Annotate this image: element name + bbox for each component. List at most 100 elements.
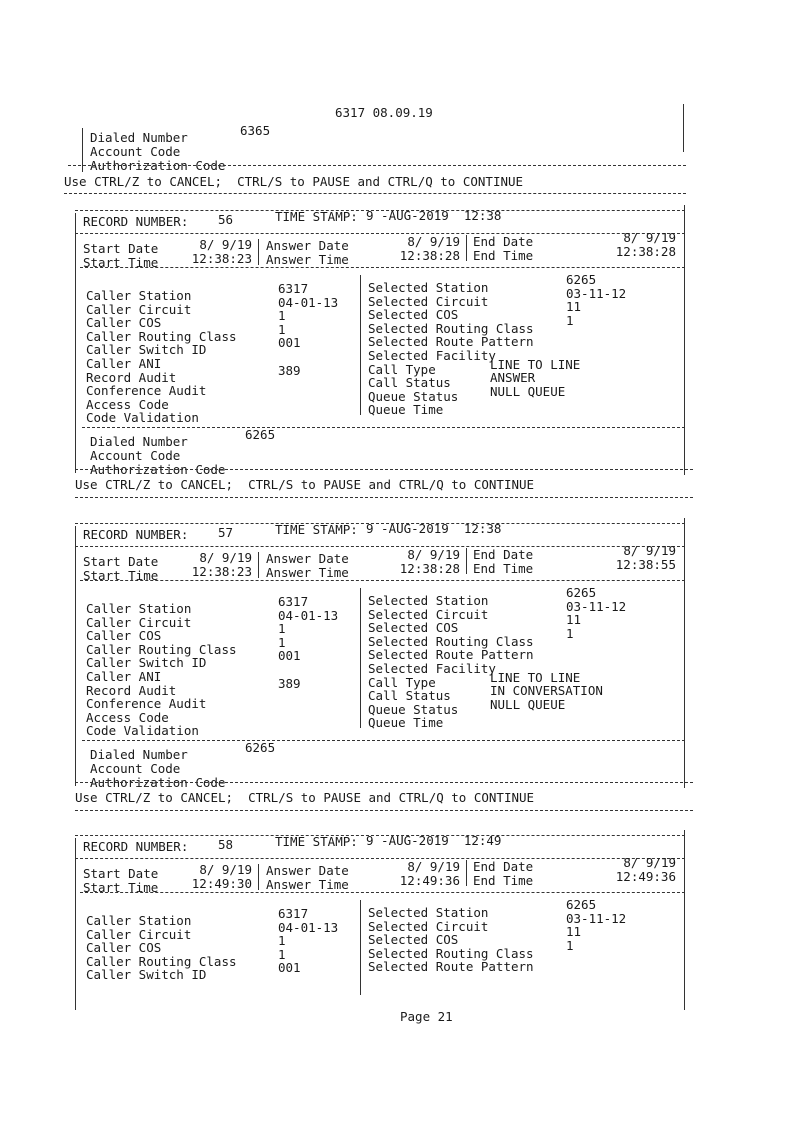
divider: [683, 104, 684, 152]
ctrl-message: Use CTRL/Z to CANCEL; CTRL/S to PAUSE an…: [75, 477, 535, 492]
time-stamp-label: TIME STAMP:: [275, 834, 358, 849]
answer-time-value: 12:38:28: [399, 561, 460, 576]
start-date-value: 8/ 9/19: [199, 550, 252, 565]
field-value: 6317: [278, 594, 309, 609]
field-label: Selected Station: [368, 593, 489, 608]
field-value: 03-11-12: [566, 910, 627, 926]
field-value: 1: [566, 625, 574, 641]
dialed-number-value: 6265: [245, 740, 276, 755]
field-value: 6265: [566, 897, 597, 912]
divider: [75, 546, 685, 547]
field-label: Queue Time: [368, 715, 444, 731]
divider: [68, 165, 686, 166]
ctrl-message: Use CTRL/Z to CANCEL; CTRL/S to PAUSE an…: [75, 790, 535, 805]
field-value: 6265: [566, 272, 597, 287]
field-label: Selected COS: [368, 620, 459, 636]
divider: [82, 427, 685, 428]
dialed-number-label: Dialed Number: [90, 747, 188, 762]
field-value: 04-01-13: [278, 607, 339, 623]
field-label: Selected Routing Class: [368, 320, 534, 336]
start-date-label: Start Date: [83, 554, 159, 569]
field-label: Caller Circuit: [86, 301, 192, 317]
divider: [684, 205, 685, 475]
time-stamp-value: 9 -AUG-2019 12:49: [366, 833, 502, 848]
answer-time-label: Answer Time: [266, 252, 349, 267]
divider: [75, 858, 685, 859]
field-label: Queue Status: [368, 388, 459, 404]
time-stamp-label: TIME STAMP:: [275, 522, 358, 537]
end-date-value: 8/ 9/19: [623, 543, 676, 558]
end-date-value: 8/ 9/19: [623, 855, 676, 870]
field-label: Selected Circuit: [368, 606, 489, 622]
divider: [75, 213, 76, 473]
field-label: Caller ANI: [86, 669, 162, 684]
field-value: 389: [278, 362, 301, 378]
field-label: Caller Station: [86, 288, 192, 303]
divider: [258, 239, 259, 265]
field-value: LINE TO LINE: [490, 356, 581, 372]
dialed-number-label: Dialed Number: [90, 434, 188, 449]
field-label: Call Status: [368, 375, 451, 391]
divider: [80, 892, 685, 893]
field-label: Caller Routing Class: [86, 953, 237, 969]
start-time-value: 12:38:23: [191, 564, 252, 579]
field-label: Caller Switch ID: [86, 967, 207, 983]
field-value: NULL QUEUE: [490, 383, 566, 399]
divider: [75, 810, 693, 811]
divider: [80, 267, 685, 268]
record-number-label: RECORD NUMBER:: [83, 839, 189, 854]
field-value: 1: [278, 621, 286, 637]
field-value: 001: [278, 960, 301, 976]
divider: [684, 518, 685, 788]
field-value: 389: [278, 675, 301, 691]
field-value: IN CONVERSATION: [490, 683, 603, 699]
authorization-code-label: Authorization Code: [90, 775, 226, 790]
field-label: Caller Switch ID: [86, 342, 207, 358]
field-label: Selected Route Pattern: [368, 959, 534, 975]
field-label: Record Audit: [86, 682, 177, 698]
divider: [82, 740, 685, 741]
end-date-label: End Date: [473, 234, 534, 249]
field-label: Selected Route Pattern: [368, 647, 534, 663]
divider: [75, 838, 76, 1010]
divider: [466, 860, 467, 886]
dialed-number-value: 6365: [240, 123, 271, 138]
end-time-value: 12:38:55: [615, 557, 676, 572]
ctrl-message: Use CTRL/Z to CANCEL; CTRL/S to PAUSE an…: [64, 174, 524, 189]
field-label: Caller Circuit: [86, 926, 192, 942]
field-value: 11: [566, 612, 582, 628]
field-label: Selected Facility: [368, 348, 496, 363]
field-label: Call Status: [368, 688, 451, 704]
divider: [258, 552, 259, 578]
field-label: Selected Route Pattern: [368, 334, 534, 350]
end-date-value: 8/ 9/19: [623, 230, 676, 245]
field-value: 1: [278, 933, 286, 949]
answer-date-label: Answer Date: [266, 551, 349, 566]
start-time-label: Start Time: [83, 880, 159, 895]
field-label: Selected Routing Class: [368, 633, 534, 649]
field-label: Call Type: [368, 361, 436, 377]
field-label: Selected Circuit: [368, 918, 489, 934]
field-value: 11: [566, 299, 582, 315]
divider: [64, 193, 686, 194]
answer-date-value: 8/ 9/19: [407, 859, 460, 874]
field-value: 1: [278, 634, 286, 650]
divider: [360, 275, 361, 415]
divider: [75, 526, 76, 786]
field-value: 03-11-12: [566, 285, 627, 301]
field-label: Queue Time: [368, 402, 444, 418]
authorization-code-label: Authorization Code: [90, 158, 226, 173]
dialed-number-value: 6265: [245, 427, 276, 442]
answer-time-value: 12:49:36: [399, 873, 460, 888]
divider: [466, 235, 467, 261]
field-label: Selected Facility: [368, 661, 496, 676]
field-value: 001: [278, 335, 301, 351]
divider: [258, 864, 259, 890]
answer-date-value: 8/ 9/19: [407, 547, 460, 562]
start-date-label: Start Date: [83, 241, 159, 256]
record-number-label: RECORD NUMBER:: [83, 214, 189, 229]
record-number-value: 57: [218, 525, 234, 540]
divider: [360, 588, 361, 728]
field-label: Conference Audit: [86, 696, 207, 712]
divider: [75, 210, 685, 211]
